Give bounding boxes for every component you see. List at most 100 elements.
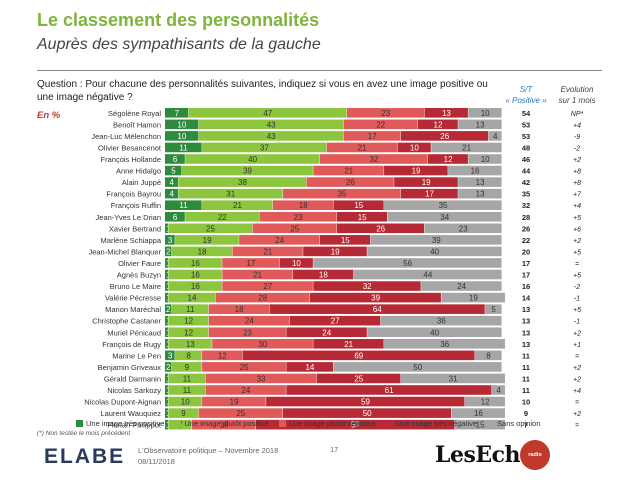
bar-value-label: 21 (344, 340, 353, 349)
evolution-value: +2 (573, 157, 581, 164)
bar-value-label: 24 (275, 236, 284, 245)
bar-segment (282, 188, 401, 199)
bar-segment (222, 258, 280, 268)
bar-value-label: 17 (246, 259, 255, 268)
bar-value-label: 31 (226, 190, 235, 199)
footnote: (*) Non testée le mois précédent (37, 430, 131, 437)
bar-value-label: 11 (183, 374, 192, 383)
bar-segment (259, 211, 337, 222)
bar-segment (313, 165, 384, 176)
page-number: 17 (330, 445, 339, 454)
bar-value-label: 2 (166, 363, 171, 372)
bar-value-label: 6 (173, 155, 178, 164)
elabe-logo: ELABE (44, 445, 126, 468)
category-label: Nicolas Sarkozy (107, 386, 161, 395)
bar-segment (346, 108, 425, 118)
st-positive-value: 11 (522, 351, 530, 360)
bar-segment (165, 385, 168, 395)
evolution-value: = (575, 353, 579, 360)
bar-segment (454, 419, 505, 430)
bar-segment (282, 408, 452, 418)
bar-segment (320, 235, 371, 245)
evolution-value: +2 (573, 376, 581, 383)
bar-segment (168, 223, 253, 234)
bar-segment (171, 246, 232, 257)
bar-segment (171, 362, 202, 372)
bar-value-label: 19 (422, 178, 431, 187)
bar-segment (205, 373, 317, 384)
category-label: Nicolas Dupont-Aignan (84, 398, 161, 407)
st-label: S/T (519, 85, 533, 94)
bar-segment (202, 362, 286, 372)
divider-line (37, 70, 602, 71)
bar-segment (205, 385, 286, 395)
stacked-bar-chart: Ségolène Royal 7 47 23 13 10 54 NP*Benoît Hamon… (84, 108, 583, 430)
category-label: Olivier Faure (118, 259, 161, 268)
bar-value-label: 17 (368, 132, 377, 141)
bar-segment (191, 419, 256, 430)
bar-segment (464, 396, 505, 407)
bar-value-label: 16 (191, 271, 200, 280)
bar-segment (303, 246, 367, 257)
category-label: Alain Juppé (122, 178, 161, 187)
bar-segment (431, 142, 502, 153)
bar-value-label: 36 (437, 317, 446, 326)
bar-value-label: 12 (481, 398, 490, 407)
category-label: Jean-Yves Le Drian (96, 213, 161, 222)
bar-segment (181, 165, 313, 176)
bar-value-label: 36 (440, 340, 449, 349)
bar-segment (468, 154, 502, 164)
bar-segment (458, 119, 502, 130)
category-label: Jean-Luc Mélenchon (91, 132, 161, 141)
bar-value-label: 24 (245, 317, 254, 326)
bar-value-label: 64 (373, 305, 382, 314)
bar-value-label: 16 (191, 282, 200, 291)
bar-segment (269, 304, 485, 314)
bar-value-label: 11 (179, 143, 188, 152)
bar-value-label: 21 (358, 143, 367, 152)
st-positive-value: 7 (524, 421, 528, 430)
legend-label: Une image très positive (86, 419, 165, 428)
legend-item: Une image plutôt négative (278, 419, 376, 428)
bar-value-label: 2 (166, 305, 171, 314)
footer-line-2: 08/11/2018 (138, 457, 175, 466)
unit-label: En % (37, 110, 61, 121)
bar-segment (384, 339, 505, 349)
bar-segment (252, 223, 337, 234)
bar-value-label: 23 (381, 109, 390, 118)
evolution-value: +2 (573, 411, 581, 418)
bar-segment (222, 281, 313, 291)
bar-value-label: 16 (474, 409, 483, 418)
bar-segment (239, 235, 320, 245)
bar-segment (208, 304, 270, 314)
evolution-value: -2 (574, 284, 580, 291)
page-title: Le classement des personnalités (37, 10, 320, 30)
st-positive-value: 17 (522, 271, 530, 280)
bar-segment (326, 142, 398, 153)
st-positive-value: 53 (522, 132, 530, 141)
st-positive-value: 16 (522, 282, 530, 291)
bar-value-label: 24 (322, 328, 331, 337)
bar-value-label: 13 (476, 190, 485, 199)
bar-segment (475, 350, 502, 361)
bar-segment (451, 408, 505, 418)
st-positive-value: 53 (522, 120, 530, 129)
bar-value-label: 34 (440, 213, 449, 222)
bar-segment (266, 396, 465, 407)
bar-value-label: 16 (471, 167, 480, 176)
bar-segment (208, 315, 290, 326)
bar-segment (384, 165, 448, 176)
bar-segment (165, 327, 168, 338)
bar-segment (165, 131, 199, 141)
bar-segment (168, 269, 222, 280)
bar-value-label: 25 (206, 224, 215, 233)
evolution-value: = (575, 400, 579, 407)
bar-value-label: 40 (430, 328, 439, 337)
evolution-value: +4 (573, 388, 581, 395)
bar-segment (232, 246, 303, 257)
bar-segment (367, 327, 502, 338)
evolution-value: -9 (574, 134, 580, 141)
bar-segment (168, 327, 209, 338)
bar-value-label: 22 (376, 120, 385, 129)
evolution-value: +4 (573, 203, 581, 210)
